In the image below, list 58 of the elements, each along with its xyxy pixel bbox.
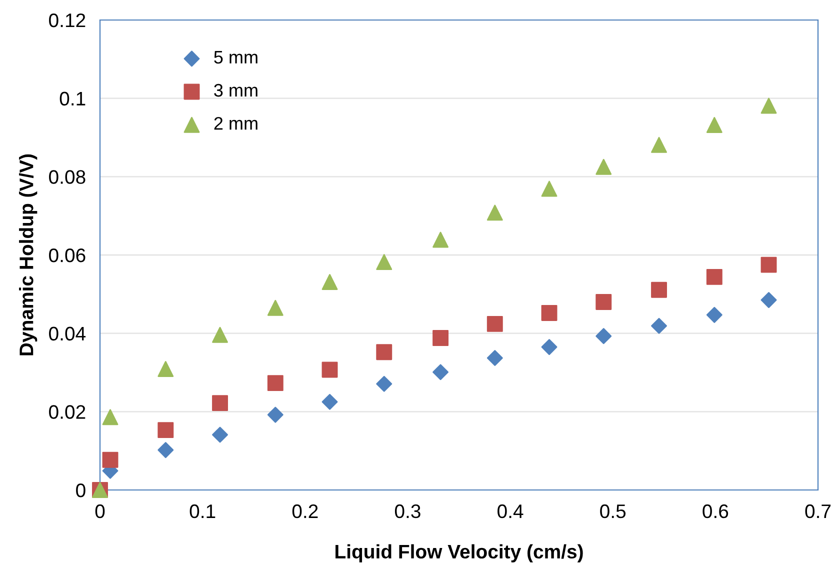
point [102,409,118,426]
point [486,350,503,366]
y-axis-title: Dynamic Holdup (V/V) [19,154,38,356]
point [651,318,667,334]
y-tick-label: 0.12 [49,13,86,28]
point [486,316,503,332]
point [322,394,338,410]
point [267,300,284,316]
x-tick-label: 0.5 [600,504,626,518]
point [541,339,558,356]
x-tick-label: 0.7 [805,504,831,518]
x-axis-title: Liquid Flow Velocity (cm/s) [336,544,583,562]
point [267,375,284,392]
point [596,294,612,310]
x-tick-label: 0.6 [702,504,728,518]
point [760,256,777,273]
point [212,395,228,412]
point [432,232,449,248]
legend-label: 2 mm [214,116,258,130]
point [432,330,449,346]
point [322,362,338,378]
point [102,452,118,468]
y-tick-label: 0.04 [49,326,86,341]
point [760,292,777,308]
y-tick-label: 0.1 [60,92,86,106]
point [212,326,228,343]
x-tick-label: 0 [95,504,105,518]
point [376,376,392,392]
point [541,304,558,321]
point [706,268,722,285]
point [432,364,449,380]
point [706,306,722,323]
point [376,344,392,360]
point [486,204,503,221]
y-tick-label: 0.02 [49,405,86,419]
legend-label: 5 mm [214,51,258,64]
point [596,328,612,344]
point [158,442,174,458]
x-tick-label: 0.3 [394,504,420,518]
point [267,406,284,423]
legend-label: 3 mm [214,84,258,97]
point [651,282,667,298]
x-tick-label: 0.1 [190,504,216,518]
point [760,98,777,114]
point [212,426,228,443]
x-tick-label: 0.4 [498,504,524,518]
point [322,274,338,290]
point [158,360,174,377]
point [158,422,174,438]
point [541,180,558,197]
point [376,254,392,270]
point [706,116,722,133]
y-tick-label: 0.08 [49,170,86,184]
point [651,136,667,153]
x-tick-label: 0.2 [292,504,318,518]
y-tick-label: 0.06 [49,248,86,262]
point [596,158,612,175]
y-tick-label: 0 [76,483,86,498]
